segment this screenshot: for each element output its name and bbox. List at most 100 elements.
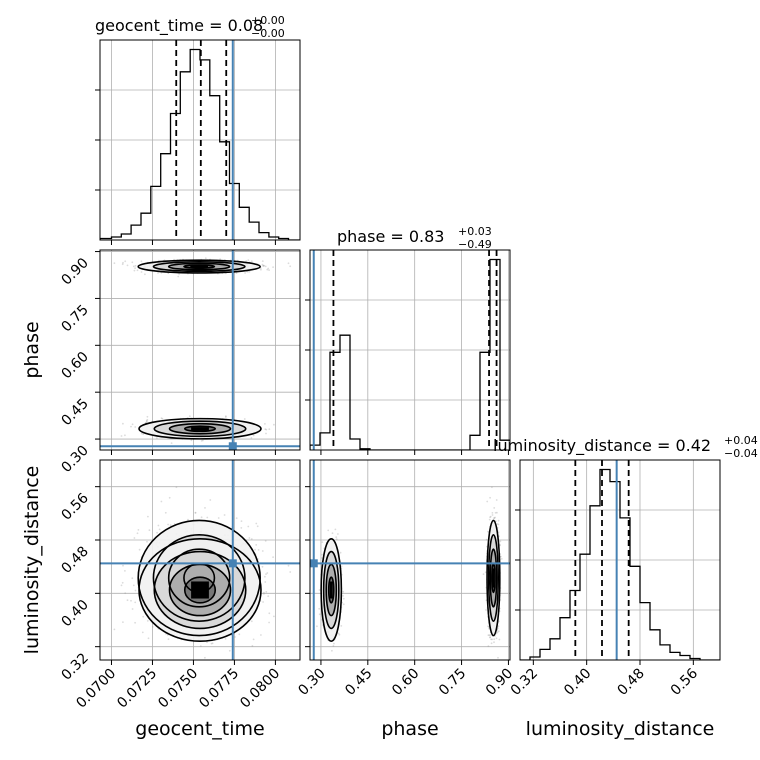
- sample-point: [136, 532, 139, 535]
- sample-point: [219, 258, 222, 261]
- sample-point: [252, 638, 255, 641]
- sample-point: [204, 507, 206, 509]
- sample-point: [168, 496, 171, 499]
- sample-point: [199, 645, 202, 648]
- sample-point: [147, 515, 149, 518]
- sample-point: [240, 520, 243, 522]
- sample-point: [332, 645, 335, 647]
- sample-point: [134, 267, 137, 270]
- sample-point: [113, 628, 116, 631]
- sample-point: [225, 415, 227, 418]
- sample-point: [259, 267, 262, 270]
- sample-point: [131, 577, 134, 580]
- sample-point: [204, 656, 206, 659]
- sample-point: [209, 499, 212, 501]
- sample-point: [268, 612, 271, 615]
- sample-point: [257, 549, 260, 551]
- sample-point: [234, 636, 236, 638]
- sample-point: [265, 428, 268, 431]
- sample-point: [256, 525, 259, 528]
- sample-point: [156, 531, 159, 534]
- sample-point: [264, 540, 267, 542]
- sample-point: [252, 434, 255, 437]
- sample-point: [261, 263, 264, 266]
- sample-point: [265, 591, 268, 593]
- sample-point: [124, 570, 126, 572]
- sample-point: [146, 418, 149, 421]
- sample-point: [243, 418, 246, 420]
- sample-point: [264, 265, 267, 268]
- panel-distance-vs-phase: [310, 460, 510, 660]
- sample-point: [145, 420, 148, 422]
- sample-point: [148, 529, 151, 532]
- sample-point: [272, 266, 274, 268]
- sample-point: [289, 571, 292, 573]
- sample-point: [167, 638, 170, 641]
- sample-point: [158, 528, 161, 531]
- sample-point: [120, 435, 123, 437]
- sample-point: [160, 500, 163, 503]
- sample-point: [130, 599, 132, 602]
- sample-point: [255, 522, 258, 525]
- sample-point: [261, 260, 264, 262]
- sample-point: [224, 416, 227, 418]
- sample-point: [342, 595, 344, 597]
- sample-point: [262, 265, 264, 267]
- sample-point: [228, 649, 231, 652]
- sample-point: [141, 631, 144, 634]
- sample-point: [134, 589, 137, 592]
- sample-point: [260, 634, 262, 636]
- sample-point: [266, 268, 269, 271]
- sample-point: [134, 426, 137, 428]
- sample-point: [206, 516, 209, 519]
- sample-point: [156, 437, 158, 439]
- sample-point: [265, 573, 267, 575]
- sample-point: [146, 540, 148, 543]
- sample-point: [121, 581, 124, 584]
- sample-point: [264, 581, 267, 583]
- sample-point: [145, 420, 148, 423]
- sample-point: [132, 265, 135, 268]
- sample-point: [264, 423, 266, 425]
- sample-point: [132, 584, 135, 587]
- sample-point: [287, 262, 290, 265]
- sample-point: [261, 565, 264, 568]
- sample-point: [157, 524, 160, 527]
- sample-point: [202, 439, 204, 442]
- sample-point: [190, 439, 193, 442]
- sample-point: [206, 641, 208, 644]
- sample-point: [268, 621, 270, 624]
- sample-point: [247, 525, 250, 528]
- sample-point: [122, 621, 124, 623]
- sample-point: [113, 262, 116, 265]
- sample-point: [261, 550, 264, 552]
- sample-point: [124, 434, 126, 437]
- sample-point: [194, 512, 197, 514]
- sample-point: [235, 272, 238, 274]
- sample-point: [134, 621, 137, 624]
- sample-point: [140, 271, 143, 273]
- sample-point: [147, 637, 150, 640]
- sample-point: [250, 437, 253, 439]
- sample-point: [217, 517, 220, 519]
- sample-point: [194, 511, 197, 514]
- sample-point: [144, 273, 146, 276]
- sample-point: [268, 428, 271, 430]
- sample-point: [321, 541, 324, 543]
- sample-point: [248, 537, 251, 539]
- sample-point: [263, 593, 265, 595]
- sample-point: [262, 601, 264, 603]
- sample-point: [497, 630, 500, 633]
- sample-point: [161, 417, 164, 420]
- sample-point: [263, 264, 265, 267]
- sample-point: [131, 261, 134, 264]
- sample-point: [122, 564, 124, 567]
- sample-point: [122, 422, 124, 425]
- sample-point: [137, 529, 140, 531]
- sample-point: [142, 615, 145, 618]
- sample-point: [224, 638, 227, 640]
- sample-point: [240, 527, 243, 529]
- sample-point: [250, 538, 253, 540]
- sample-point: [238, 633, 241, 636]
- sample-point: [131, 423, 134, 426]
